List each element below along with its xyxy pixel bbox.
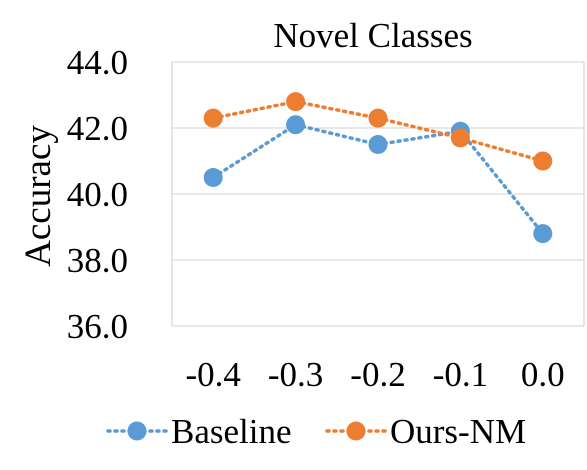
data-point xyxy=(203,108,223,128)
legend-label: Baseline xyxy=(171,412,292,451)
x-tick-label: 0.0 xyxy=(521,355,565,394)
y-tick-label: 44.0 xyxy=(67,43,128,82)
series-ours-nm xyxy=(203,92,553,171)
y-axis-label: Accuracy xyxy=(18,125,59,267)
series-baseline xyxy=(203,115,553,244)
data-point xyxy=(533,224,553,244)
x-tick-label: -0.3 xyxy=(268,355,323,394)
x-tick-label: -0.1 xyxy=(433,355,488,394)
legend-item: Baseline xyxy=(106,412,292,451)
data-point xyxy=(368,108,388,128)
legend: Baseline Ours-NM xyxy=(106,412,526,451)
legend-label: Ours-NM xyxy=(390,412,526,451)
grid xyxy=(171,61,585,327)
legend-marker xyxy=(346,421,366,441)
data-point xyxy=(533,151,553,171)
y-tick-labels: 36.0 38.0 40.0 42.0 44.0 xyxy=(67,43,128,346)
y-tick-label: 42.0 xyxy=(67,109,128,148)
x-tick-label: -0.4 xyxy=(185,355,240,394)
legend-item: Ours-NM xyxy=(325,412,526,451)
legend-marker xyxy=(127,421,147,441)
y-tick-label: 36.0 xyxy=(67,307,128,346)
data-point xyxy=(368,135,388,154)
x-tick-label: -0.2 xyxy=(350,355,405,394)
data-point xyxy=(203,168,223,187)
data-point xyxy=(286,115,306,135)
x-tick-labels: -0.4 -0.3 -0.2 -0.1 0.0 xyxy=(185,355,564,394)
series xyxy=(203,92,553,244)
data-point xyxy=(286,92,306,112)
data-point xyxy=(450,128,470,148)
y-tick-label: 38.0 xyxy=(67,241,128,280)
chart-title: Novel Classes xyxy=(273,16,472,55)
y-tick-label: 40.0 xyxy=(67,175,128,214)
